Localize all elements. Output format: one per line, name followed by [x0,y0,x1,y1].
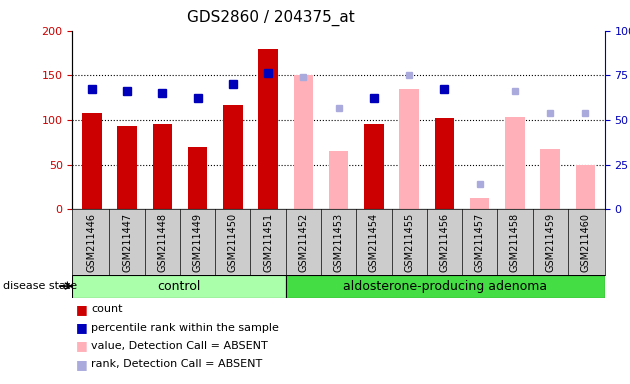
Text: GSM211452: GSM211452 [299,213,308,272]
Bar [294,75,313,209]
Text: GSM211460: GSM211460 [580,213,590,271]
Text: rank, Detection Call = ABSENT: rank, Detection Call = ABSENT [91,359,263,369]
Text: GSM211454: GSM211454 [369,213,379,271]
Text: value, Detection Call = ABSENT: value, Detection Call = ABSENT [91,341,268,351]
Text: ■: ■ [76,339,88,353]
Bar [152,124,172,209]
Text: aldosterone-producing adenoma: aldosterone-producing adenoma [343,280,547,293]
Text: percentile rank within the sample: percentile rank within the sample [91,323,279,333]
Text: GSM211456: GSM211456 [439,213,449,271]
Text: GSM211449: GSM211449 [193,213,203,271]
Text: GSM211458: GSM211458 [510,213,520,271]
Bar [435,118,454,209]
Bar [72,275,286,298]
Bar [258,49,278,209]
Bar [364,124,384,209]
Text: GSM211448: GSM211448 [158,213,168,271]
Text: ■: ■ [76,321,88,334]
Text: GSM211453: GSM211453 [334,213,343,271]
Text: ■: ■ [76,303,88,316]
Bar [505,118,525,209]
Bar [329,151,348,209]
Text: GSM211447: GSM211447 [122,213,132,271]
Text: control: control [158,280,201,293]
Bar [188,147,207,209]
Text: GSM211455: GSM211455 [404,213,414,272]
Bar [576,165,595,209]
Text: count: count [91,304,123,314]
Text: GSM211451: GSM211451 [263,213,273,271]
Text: GSM211457: GSM211457 [474,213,484,272]
Text: GSM211446: GSM211446 [87,213,97,271]
Bar [117,126,137,209]
Text: GSM211450: GSM211450 [228,213,238,271]
Bar [223,105,243,209]
Text: ■: ■ [76,358,88,371]
Bar [470,198,490,209]
Bar [286,275,605,298]
Bar [82,113,101,209]
Bar [399,89,419,209]
Text: GDS2860 / 204375_at: GDS2860 / 204375_at [187,10,355,26]
Text: disease state: disease state [3,281,77,291]
Bar [541,149,560,209]
Text: GSM211459: GSM211459 [545,213,555,271]
